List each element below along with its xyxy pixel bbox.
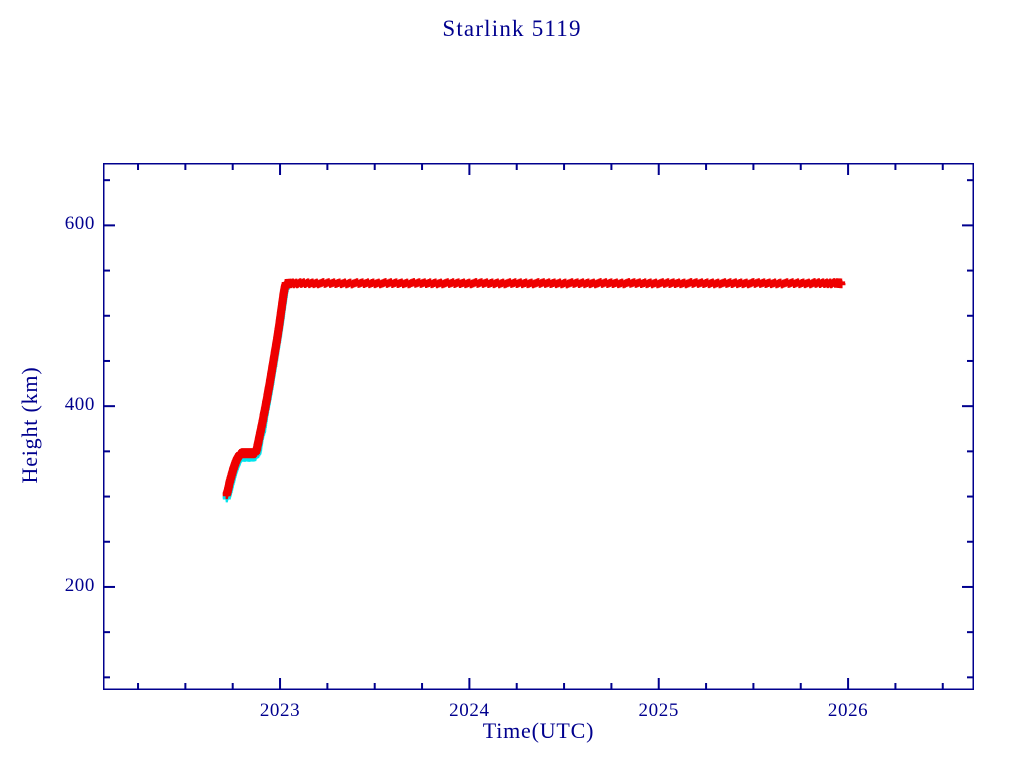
axis-ticks <box>103 163 974 690</box>
axis-frame <box>103 163 974 690</box>
x-tick-label: 2023 <box>259 700 301 721</box>
plot-area: 2023 2024 2025 2026 200 400 600 <box>65 163 974 721</box>
x-tick-label: 2026 <box>827 700 869 721</box>
data-series <box>222 278 846 503</box>
y-tick-label: 200 <box>64 574 95 596</box>
y-tick-label: 400 <box>64 394 95 416</box>
y-axis-title: Height (km) <box>17 366 42 484</box>
marker-path <box>222 278 846 500</box>
x-axis-title: Time(UTC) <box>482 718 595 743</box>
page-title: Starlink 5119 <box>442 16 582 41</box>
plot-svg <box>103 163 974 690</box>
y-tick-label: 600 <box>64 213 95 235</box>
x-tick-label: 2025 <box>638 700 679 721</box>
x-tick-label: 2024 <box>449 700 490 721</box>
series-apogee <box>222 278 846 500</box>
